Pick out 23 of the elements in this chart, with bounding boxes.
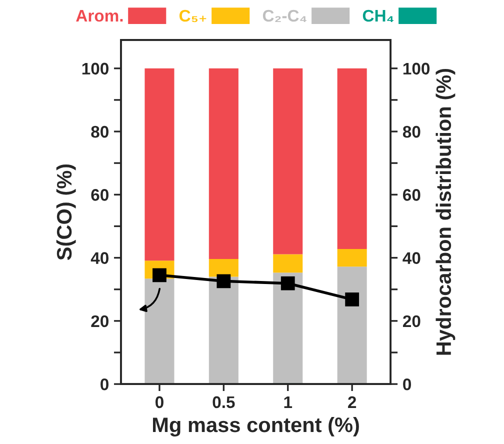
y2-tick-label: 40 xyxy=(402,252,420,264)
legend-label: C₅₊ xyxy=(179,10,206,22)
y2-tick-label: 20 xyxy=(402,315,420,328)
legend-label: Arom. xyxy=(76,10,123,22)
y2-tick-label: 60 xyxy=(403,189,420,201)
y2-axis-title: Hydrocarbon distribution (%) xyxy=(436,68,456,355)
y-tick-label: 0 xyxy=(100,378,108,390)
legend-label: CH₄ xyxy=(362,10,394,22)
y-axis-title: S(CO) (%) xyxy=(56,164,76,260)
y-tick-label: 80 xyxy=(91,126,108,138)
y2-tick-label: 0 xyxy=(403,378,411,390)
y2-tick-label: 80 xyxy=(402,126,420,138)
legend-label: C₂-C₄ xyxy=(262,10,306,22)
x-tick-label: 0.5 xyxy=(212,396,235,408)
y-tick-label: 40 xyxy=(90,252,108,264)
y-tick-label: 100 xyxy=(82,62,108,75)
x-tick-label: 0 xyxy=(156,396,164,408)
y2-tick-label: 100 xyxy=(403,62,430,75)
x-tick-label: 1 xyxy=(284,396,292,408)
y-tick-label: 20 xyxy=(91,315,108,328)
x-tick-label: 2 xyxy=(348,396,356,408)
y-tick-label: 60 xyxy=(91,189,108,201)
x-axis-title: Mg mass content (%) xyxy=(153,416,359,436)
